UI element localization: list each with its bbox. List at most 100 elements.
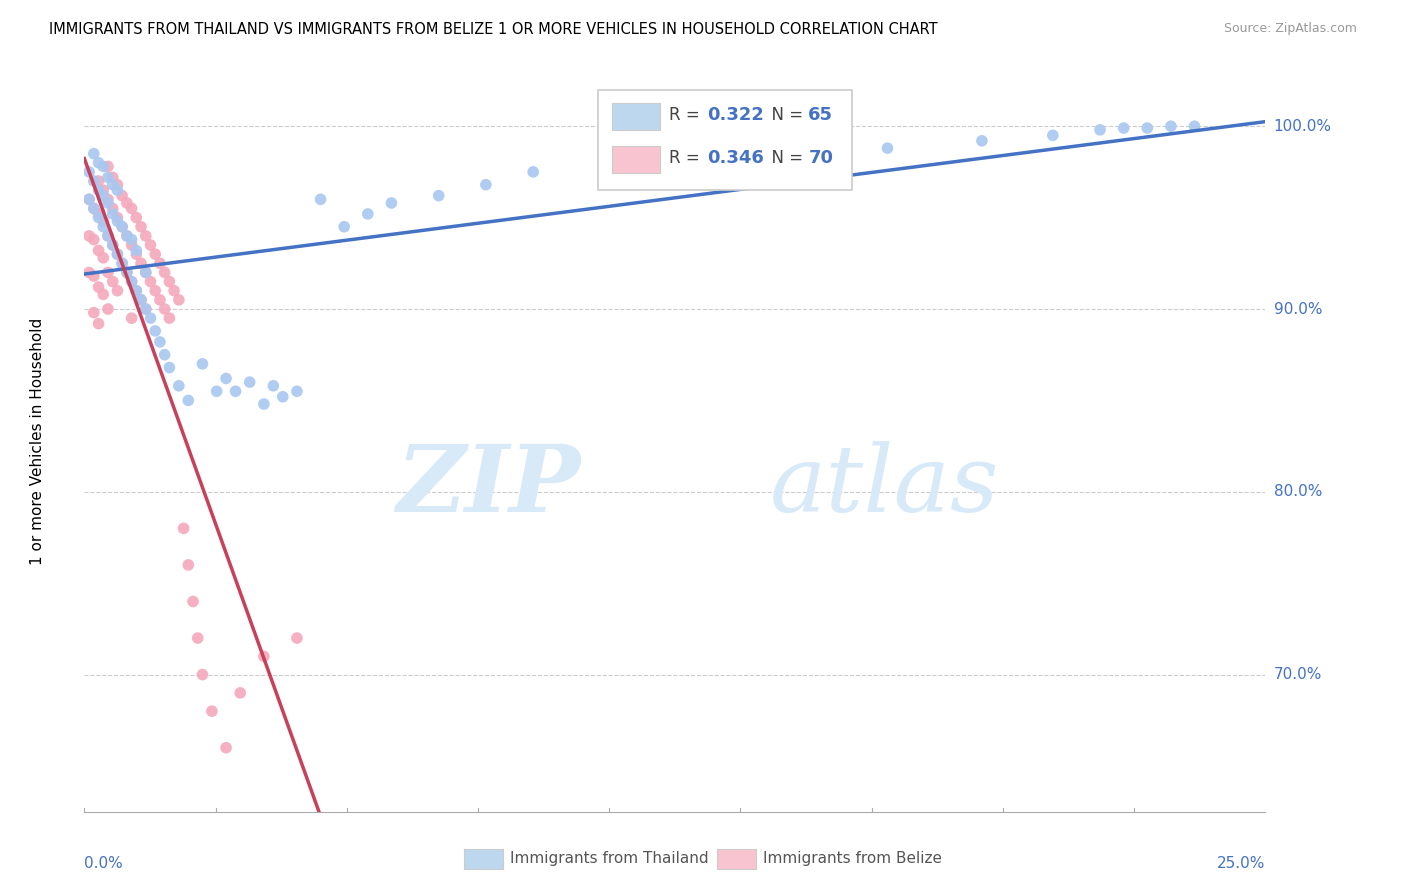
Point xyxy=(149,256,172,270)
Point xyxy=(111,256,134,270)
Point xyxy=(357,207,380,221)
Point xyxy=(201,704,224,718)
Point xyxy=(111,256,134,270)
FancyBboxPatch shape xyxy=(612,103,659,130)
Point xyxy=(91,251,114,265)
Point xyxy=(83,174,105,188)
Point xyxy=(129,293,152,307)
Point xyxy=(97,265,120,279)
Point xyxy=(153,348,176,362)
Point xyxy=(177,393,200,408)
Point xyxy=(167,378,190,392)
FancyBboxPatch shape xyxy=(612,146,659,173)
Point xyxy=(163,284,186,298)
Point xyxy=(139,311,162,326)
Text: 100.0%: 100.0% xyxy=(1274,119,1331,134)
Point xyxy=(782,146,804,161)
Point xyxy=(475,178,498,192)
Point xyxy=(135,301,157,316)
Point xyxy=(97,228,120,243)
Point xyxy=(157,275,180,289)
Point xyxy=(77,192,100,206)
Point xyxy=(83,233,105,247)
Point xyxy=(115,265,138,279)
Point xyxy=(87,155,110,169)
Point xyxy=(125,284,148,298)
Point xyxy=(522,165,544,179)
Point xyxy=(285,631,308,645)
Point xyxy=(107,247,129,261)
Point xyxy=(167,293,190,307)
Point xyxy=(111,188,134,202)
Point xyxy=(135,301,157,316)
Point xyxy=(1088,123,1111,137)
Text: IMMIGRANTS FROM THAILAND VS IMMIGRANTS FROM BELIZE 1 OR MORE VEHICLES IN HOUSEHO: IMMIGRANTS FROM THAILAND VS IMMIGRANTS F… xyxy=(49,22,938,37)
Text: Immigrants from Belize: Immigrants from Belize xyxy=(763,852,942,866)
Point xyxy=(121,238,143,252)
Point xyxy=(125,247,148,261)
Point xyxy=(97,228,120,243)
Point xyxy=(129,219,152,234)
Point xyxy=(153,301,176,316)
Point xyxy=(107,214,129,228)
Point xyxy=(970,134,993,148)
Point xyxy=(157,311,180,326)
Point xyxy=(87,244,110,258)
Point xyxy=(115,196,138,211)
Point xyxy=(91,188,114,202)
Point xyxy=(187,631,209,645)
Point xyxy=(271,390,294,404)
Text: N =: N = xyxy=(761,106,808,124)
Point xyxy=(229,686,252,700)
Point xyxy=(380,196,402,211)
Point xyxy=(91,160,114,174)
Text: ZIP: ZIP xyxy=(396,441,581,531)
Point xyxy=(121,311,143,326)
Point xyxy=(215,371,238,385)
Point xyxy=(253,397,276,411)
Point xyxy=(97,196,120,211)
Point xyxy=(83,306,105,320)
Point xyxy=(101,207,124,221)
Point xyxy=(115,228,138,243)
Point xyxy=(111,219,134,234)
Point xyxy=(87,280,110,294)
Point xyxy=(91,214,114,228)
Text: 1 or more Vehicles in Household: 1 or more Vehicles in Household xyxy=(30,318,45,566)
Point xyxy=(333,219,356,234)
Text: 0.0%: 0.0% xyxy=(84,856,124,871)
Point xyxy=(91,219,114,234)
Text: 25.0%: 25.0% xyxy=(1218,856,1265,871)
Point xyxy=(101,275,124,289)
Point xyxy=(129,293,152,307)
Text: R =: R = xyxy=(669,149,704,167)
Point xyxy=(101,178,124,192)
Point xyxy=(876,141,898,155)
Point xyxy=(143,247,166,261)
Point xyxy=(107,178,129,192)
Point xyxy=(1136,121,1159,136)
Point xyxy=(87,207,110,221)
Point xyxy=(139,238,162,252)
Point xyxy=(83,202,105,216)
Text: N =: N = xyxy=(761,149,808,167)
Point xyxy=(83,202,105,216)
Point xyxy=(177,558,200,572)
Point xyxy=(121,275,143,289)
Point xyxy=(87,174,110,188)
Text: 0.322: 0.322 xyxy=(707,106,763,124)
Point xyxy=(239,375,262,389)
Point xyxy=(111,219,134,234)
Point xyxy=(83,269,105,284)
Point xyxy=(77,165,100,179)
Point xyxy=(593,160,616,174)
Point xyxy=(143,284,166,298)
Point xyxy=(139,275,162,289)
Text: 0.346: 0.346 xyxy=(707,149,763,167)
Point xyxy=(87,317,110,331)
Point xyxy=(91,287,114,301)
Text: atlas: atlas xyxy=(769,441,998,531)
Point xyxy=(191,667,214,681)
Point xyxy=(157,360,180,375)
Point xyxy=(77,192,100,206)
